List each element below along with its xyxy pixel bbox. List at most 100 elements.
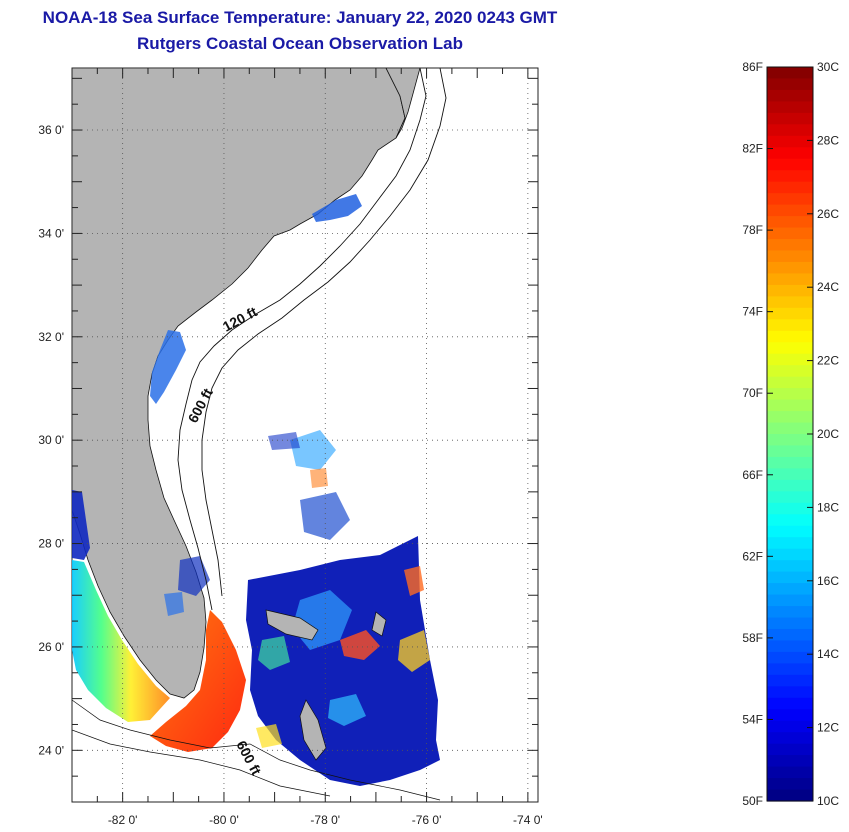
contour-600ft bbox=[201, 68, 447, 597]
colorbar-swatch bbox=[767, 732, 813, 745]
colorbar-swatch bbox=[767, 319, 813, 332]
colorbar-swatch bbox=[767, 181, 813, 194]
colorbar-swatch bbox=[767, 606, 813, 619]
colorbar-swatches bbox=[767, 67, 813, 802]
colorbar-swatch bbox=[767, 365, 813, 378]
colorbar-swatch bbox=[767, 686, 813, 699]
colorbar-c-label: 18C bbox=[817, 500, 839, 514]
offshore-sst-patches bbox=[164, 430, 440, 786]
colorbar-c-label: 12C bbox=[817, 721, 839, 735]
colorbar-swatch bbox=[767, 640, 813, 653]
colorbar-swatch bbox=[767, 445, 813, 458]
colorbar-swatch bbox=[767, 755, 813, 768]
colorbar-swatch bbox=[767, 697, 813, 710]
colorbar-swatch bbox=[767, 78, 813, 91]
colorbar-swatch bbox=[767, 135, 813, 148]
colorbar-swatch bbox=[767, 514, 813, 527]
colorbar-swatch bbox=[767, 571, 813, 584]
colorbar-swatch bbox=[767, 89, 813, 103]
lat-tick-label: 34 0' bbox=[38, 226, 64, 240]
colorbar-c-label: 20C bbox=[817, 427, 839, 441]
colorbar-swatch bbox=[767, 376, 813, 389]
lat-tick-label: 30 0' bbox=[38, 433, 64, 447]
colorbar-swatch bbox=[767, 789, 813, 802]
colorbar-swatch bbox=[767, 479, 813, 492]
colorbar-swatch bbox=[767, 422, 813, 435]
colorbar-swatch bbox=[767, 778, 813, 791]
lon-tick-label: -82 0' bbox=[108, 813, 138, 827]
colorbar-swatch bbox=[767, 307, 813, 320]
lat-tick-label: 36 0' bbox=[38, 123, 64, 137]
land-us-east-coast bbox=[72, 68, 406, 699]
contour-deep bbox=[72, 699, 441, 801]
colorbar-f-label: 78F bbox=[742, 223, 763, 237]
lat-tick-label: 28 0' bbox=[38, 537, 64, 551]
colorbar-swatch bbox=[767, 124, 813, 137]
colorbar-swatch bbox=[767, 101, 813, 114]
coastal-cold-water bbox=[150, 330, 186, 404]
colorbar-swatch bbox=[767, 67, 813, 80]
colorbar-f-label: 50F bbox=[742, 794, 763, 808]
colorbar-swatch bbox=[767, 250, 813, 263]
colorbar-swatch bbox=[767, 227, 813, 240]
colorbar-c-label: 28C bbox=[817, 133, 839, 147]
colorbar-c-label: 22C bbox=[817, 354, 839, 368]
colorbar-f-label: 66F bbox=[742, 468, 763, 482]
florida-straits-warm-water bbox=[150, 610, 246, 752]
lon-tick-label: -80 0' bbox=[209, 813, 239, 827]
colorbar-c-label: 26C bbox=[817, 207, 839, 221]
colorbar-c-label: 24C bbox=[817, 280, 839, 294]
colorbar-c-label: 30C bbox=[817, 60, 839, 74]
colorbar-swatch bbox=[767, 112, 813, 125]
colorbar-swatch bbox=[767, 651, 813, 664]
colorbar-swatch bbox=[767, 261, 813, 275]
colorbar-swatch bbox=[767, 502, 813, 515]
colorbar-swatch bbox=[767, 537, 813, 550]
colorbar-f-label: 86F bbox=[742, 60, 763, 74]
colorbar-swatch bbox=[767, 296, 813, 309]
colorbar-swatch bbox=[767, 193, 813, 206]
colorbar-f-label: 70F bbox=[742, 386, 763, 400]
gulf-sst-band bbox=[72, 560, 170, 722]
colorbar-swatch bbox=[767, 525, 813, 538]
land-outer-banks bbox=[385, 68, 421, 139]
colorbar-swatch bbox=[767, 709, 813, 722]
colorbar-swatch bbox=[767, 583, 813, 596]
contour-deep bbox=[72, 729, 331, 797]
colorbar-f-label: 74F bbox=[742, 305, 763, 319]
colorbar-swatch bbox=[767, 353, 813, 366]
colorbar-ticks: 86F 82F 78F 74F 70F 66F 62F 58F 54F 50F 30C 28C 26C 2… bbox=[742, 60, 839, 808]
chart-subtitle: Rutgers Coastal Ocean Observation Lab bbox=[137, 34, 463, 53]
map-axes: 36 0' 34 0' 32 0' 30 0' 28 0' 26 0' 24 0' -82 0… bbox=[38, 68, 543, 827]
land-bahamas bbox=[265, 609, 319, 641]
colorbar-swatch bbox=[767, 204, 813, 217]
colorbar-swatch bbox=[767, 434, 813, 447]
colorbar-swatch bbox=[767, 743, 813, 756]
colorbar-swatch bbox=[767, 720, 813, 733]
lat-tick-label: 26 0' bbox=[38, 640, 64, 654]
land-bahamas bbox=[371, 611, 387, 637]
colorbar-swatch bbox=[767, 330, 813, 343]
contour-120ft bbox=[177, 68, 427, 611]
colorbar-swatch bbox=[767, 170, 813, 183]
colorbar-swatch bbox=[767, 617, 813, 630]
lon-tick-label: -76 0' bbox=[412, 813, 442, 827]
colorbar-swatch bbox=[767, 158, 813, 171]
chart-title: NOAA-18 Sea Surface Temperature: January… bbox=[42, 8, 558, 27]
colorbar-swatch bbox=[767, 216, 813, 229]
colorbar-swatch bbox=[767, 766, 813, 779]
colorbar-swatch bbox=[767, 548, 813, 561]
colorbar-swatch bbox=[767, 147, 813, 160]
colorbar-swatch bbox=[767, 663, 813, 676]
colorbar-c-label: 16C bbox=[817, 574, 839, 588]
colorbar-swatch bbox=[767, 273, 813, 286]
colorbar-swatch bbox=[767, 399, 813, 412]
coastal-cold-water bbox=[312, 194, 362, 222]
colorbar-c-label: 10C bbox=[817, 794, 839, 808]
colorbar-swatch bbox=[767, 284, 813, 297]
colorbar-f-label: 54F bbox=[742, 712, 763, 726]
lon-tick-label: -78 0' bbox=[310, 813, 340, 827]
lat-tick-label: 32 0' bbox=[38, 330, 64, 344]
